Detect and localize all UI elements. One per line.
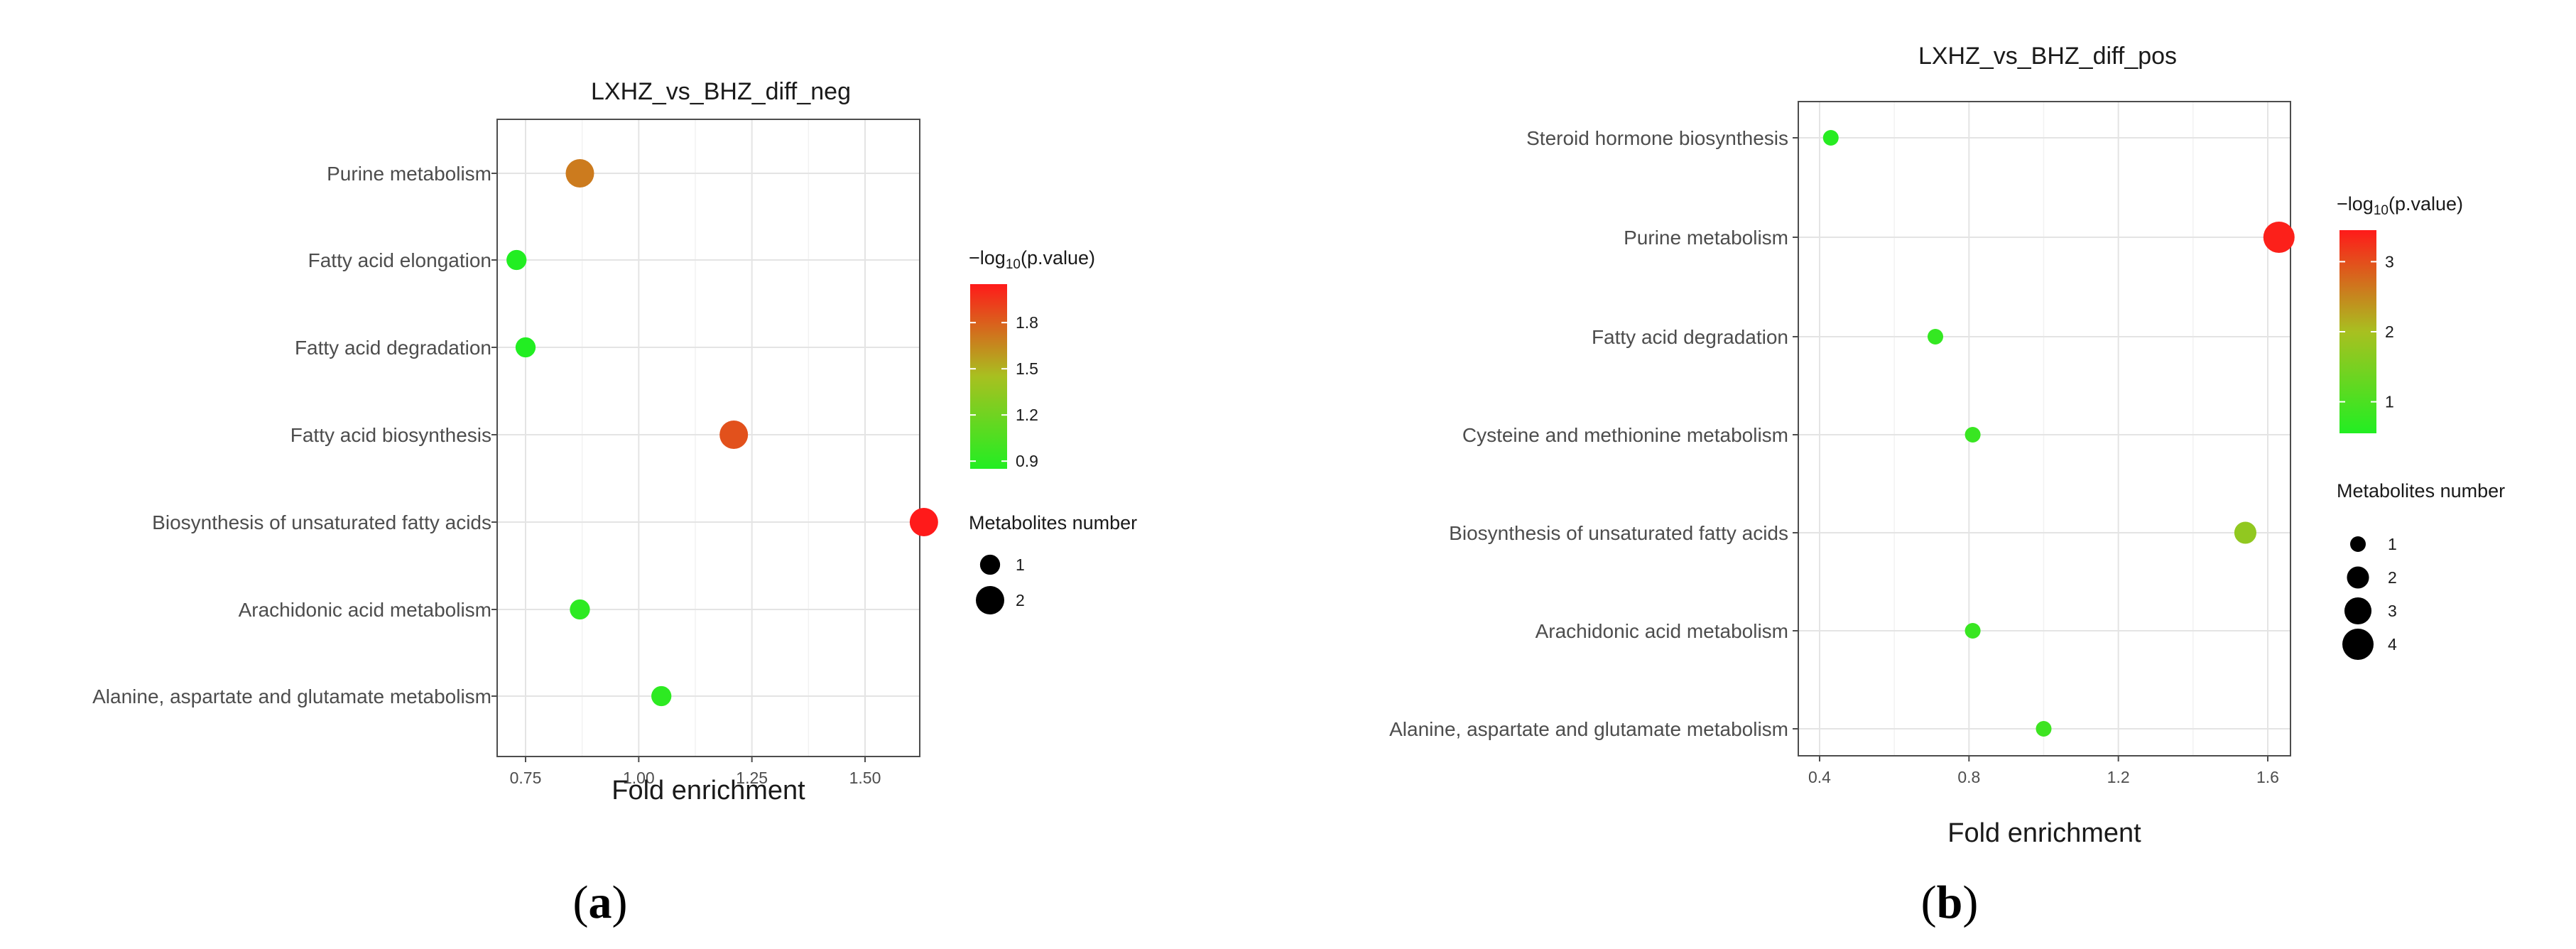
- plot-background: [1798, 102, 2290, 756]
- size-legend-dot: [2344, 597, 2372, 625]
- x-tick-label: 1.6: [2256, 768, 2279, 786]
- size-legend-title: Metabolites number: [2337, 480, 2505, 501]
- plot-border: [496, 119, 920, 757]
- data-point: [1822, 130, 1839, 146]
- y-tick-label: Fatty acid degradation: [1592, 326, 1788, 348]
- colorbar-tick-label: 2: [2385, 322, 2394, 341]
- x-tick-label: 1.00: [623, 769, 655, 787]
- x-tick-label: 0.4: [1808, 768, 1831, 786]
- y-tick-label: Biosynthesis of unsaturated fatty acids: [1449, 522, 1788, 544]
- colorbar: [970, 284, 1007, 469]
- x-tick-label: 1.2: [2107, 768, 2130, 786]
- panel-label: (b): [1921, 877, 1979, 928]
- color-legend-title: −log10(p.value): [969, 247, 1095, 272]
- x-tick-label: 0.8: [1957, 768, 1980, 786]
- data-point: [1964, 623, 1981, 639]
- x-tick-label: 1.50: [849, 769, 881, 787]
- data-point: [2263, 222, 2295, 253]
- chart-b: LXHZ_vs_BHZ_diff_pos Steroid hormone bios…: [1389, 43, 2505, 928]
- y-tick-label: Steroid hormone biosynthesis: [1526, 127, 1788, 149]
- data-point: [2036, 721, 2052, 737]
- data-point: [2234, 521, 2257, 544]
- chart-title: LXHZ_vs_BHZ_diff_pos: [1918, 43, 2177, 70]
- size-legend-dot: [2342, 629, 2374, 660]
- y-tick-label: Biosynthesis of unsaturated fatty acids: [152, 511, 491, 533]
- x-tick-label: 0.75: [510, 769, 542, 787]
- data-point: [909, 508, 938, 536]
- colorbar-tick-label: 1.8: [1016, 313, 1038, 332]
- data-point: [1928, 329, 1944, 345]
- chart-title: LXHZ_vs_BHZ_diff_neg: [591, 78, 851, 105]
- plot-border: [1798, 101, 2291, 757]
- y-tick-label: Fatty acid degradation: [295, 337, 491, 359]
- x-axis-title: Fold enrichment: [612, 776, 805, 806]
- x-axis-title: Fold enrichment: [1947, 818, 2141, 848]
- colorbar-tick-label: 1: [2385, 393, 2394, 411]
- size-legend-label: 2: [2388, 568, 2397, 587]
- colorbar: [2339, 230, 2376, 433]
- data-point: [570, 599, 590, 620]
- panel-label: (a): [573, 877, 628, 928]
- size-legend-dot: [2350, 536, 2366, 552]
- y-tick-label: Arachidonic acid metabolism: [1536, 620, 1788, 642]
- size-legend-label: 1: [1016, 555, 1025, 574]
- colorbar-tick-label: 1.2: [1016, 406, 1038, 424]
- y-tick-label: Cysteine and methionine metabolism: [1462, 424, 1788, 446]
- y-tick-label: Alanine, aspartate and glutamate metabol…: [1389, 718, 1788, 740]
- size-legend-label: 4: [2388, 635, 2397, 654]
- plot-background: [497, 119, 920, 757]
- color-legend-title: −log10(p.value): [2337, 193, 2463, 218]
- y-tick-label: Fatty acid biosynthesis: [290, 424, 491, 446]
- chart-a: LXHZ_vs_BHZ_diff_neg Purine metabolism Fat…: [92, 78, 1137, 928]
- y-tick-label: Arachidonic acid metabolism: [239, 599, 491, 621]
- x-tick-label: 1.25: [736, 769, 768, 787]
- y-tick-label: Fatty acid elongation: [308, 249, 491, 271]
- size-legend-label: 2: [1016, 591, 1025, 609]
- colorbar-tick-label: 0.9: [1016, 452, 1038, 470]
- size-legend-label: 1: [2388, 535, 2397, 553]
- data-point: [506, 249, 527, 271]
- size-legend-dot: [979, 554, 1001, 575]
- y-tick-label: Purine metabolism: [327, 163, 491, 185]
- size-legend-title: Metabolites number: [969, 512, 1137, 533]
- y-tick-label: Alanine, aspartate and glutamate metabol…: [92, 685, 491, 707]
- data-point: [719, 421, 749, 449]
- data-point: [651, 685, 672, 707]
- data-point: [515, 337, 536, 358]
- colorbar-tick-label: 1.5: [1016, 359, 1038, 378]
- y-tick-label: Purine metabolism: [1624, 227, 1788, 249]
- colorbar-tick-label: 3: [2385, 252, 2394, 271]
- size-legend-dot: [976, 586, 1004, 614]
- size-legend-label: 3: [2388, 602, 2397, 620]
- size-legend-dot: [2347, 566, 2369, 589]
- data-point: [565, 159, 594, 188]
- data-point: [1964, 427, 1981, 443]
